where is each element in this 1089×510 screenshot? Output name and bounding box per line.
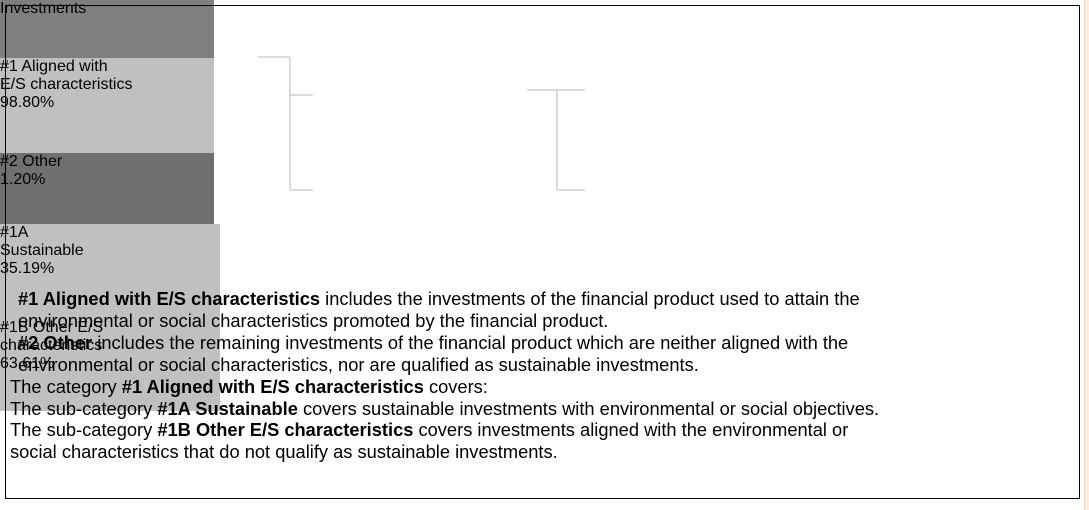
text-line: environmental or social characteristics,… [18,354,699,375]
text: includes the investments of the financia… [320,288,860,309]
text-line: #2 Other includes the remaining investme… [18,332,848,353]
text: covers: [423,375,488,397]
node: #1B Other E/S characteristics 63.61% [0,319,220,411]
node-label: 63.61% [0,355,55,372]
bold-text: #1 Aligned with E/S characteristics [18,288,321,309]
text-line: The sub-category #1B Other E/S character… [10,419,848,440]
edge-strip [1084,0,1089,510]
text: environmental or social characteristics,… [18,353,699,375]
node-label: Sustainable [0,242,84,259]
node: Investments [0,0,214,58]
text: covers investments aligned with the envi… [413,419,849,441]
text: The sub-category [10,397,158,419]
node: #1A Sustainable 35.19% [0,224,220,319]
text: social characteristics that do not quali… [10,441,558,463]
text-line: The category #1 Aligned with E/S charact… [10,376,488,397]
bold-text: #1B Other E/S characteristics [157,419,414,441]
text: The sub-category [10,419,158,441]
node-label: #1A [0,224,29,241]
node-label: 98.80% [0,94,55,111]
bold-text: #1 Aligned with E/S characteristics [121,375,424,397]
node-label: #1 Aligned with [0,58,108,75]
text: includes the remaining investments of th… [92,331,849,353]
node-label: #2 Other [0,153,63,170]
frame [5,5,1080,499]
text-line: The sub-category #1A Sustainable covers … [10,398,879,419]
text: environmental or social characteristics … [18,309,609,331]
node: #1 Aligned with E/S characteristics 98.80% [0,58,214,153]
text: covers sustainable investments with envi… [297,397,880,419]
node-label: #1B Other E/S [0,319,104,336]
node-label: E/S characteristics [0,76,133,93]
node-label: 35.19% [0,260,55,277]
text-line: #1 Aligned with E/S characteristics incl… [18,288,860,309]
node-label: Investments [0,0,87,17]
node-label: 1.20% [0,171,46,188]
text-line: social characteristics that do not quali… [10,441,558,462]
text-line: environmental or social characteristics … [18,310,608,331]
text: The category [10,375,122,397]
bold-text: #2 Other [18,331,93,353]
node: #2 Other 1.20% [0,153,214,224]
bold-text: #1A Sustainable [157,397,298,419]
node-label: characteristics [0,337,103,354]
